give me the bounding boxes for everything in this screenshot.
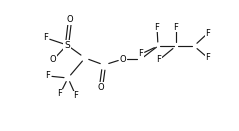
Text: F: F [174,23,179,31]
Text: O: O [67,15,73,24]
Text: F: F [155,23,159,31]
Text: F: F [74,91,78,100]
Text: F: F [206,29,210,37]
Text: F: F [157,56,161,64]
Text: F: F [206,53,210,62]
Text: O: O [120,54,126,64]
Text: F: F [43,34,49,42]
Text: F: F [46,72,50,81]
Text: O: O [98,83,104,91]
Text: S: S [64,40,70,50]
Text: F: F [58,89,62,99]
Text: O: O [50,56,56,64]
Text: F: F [139,50,143,59]
